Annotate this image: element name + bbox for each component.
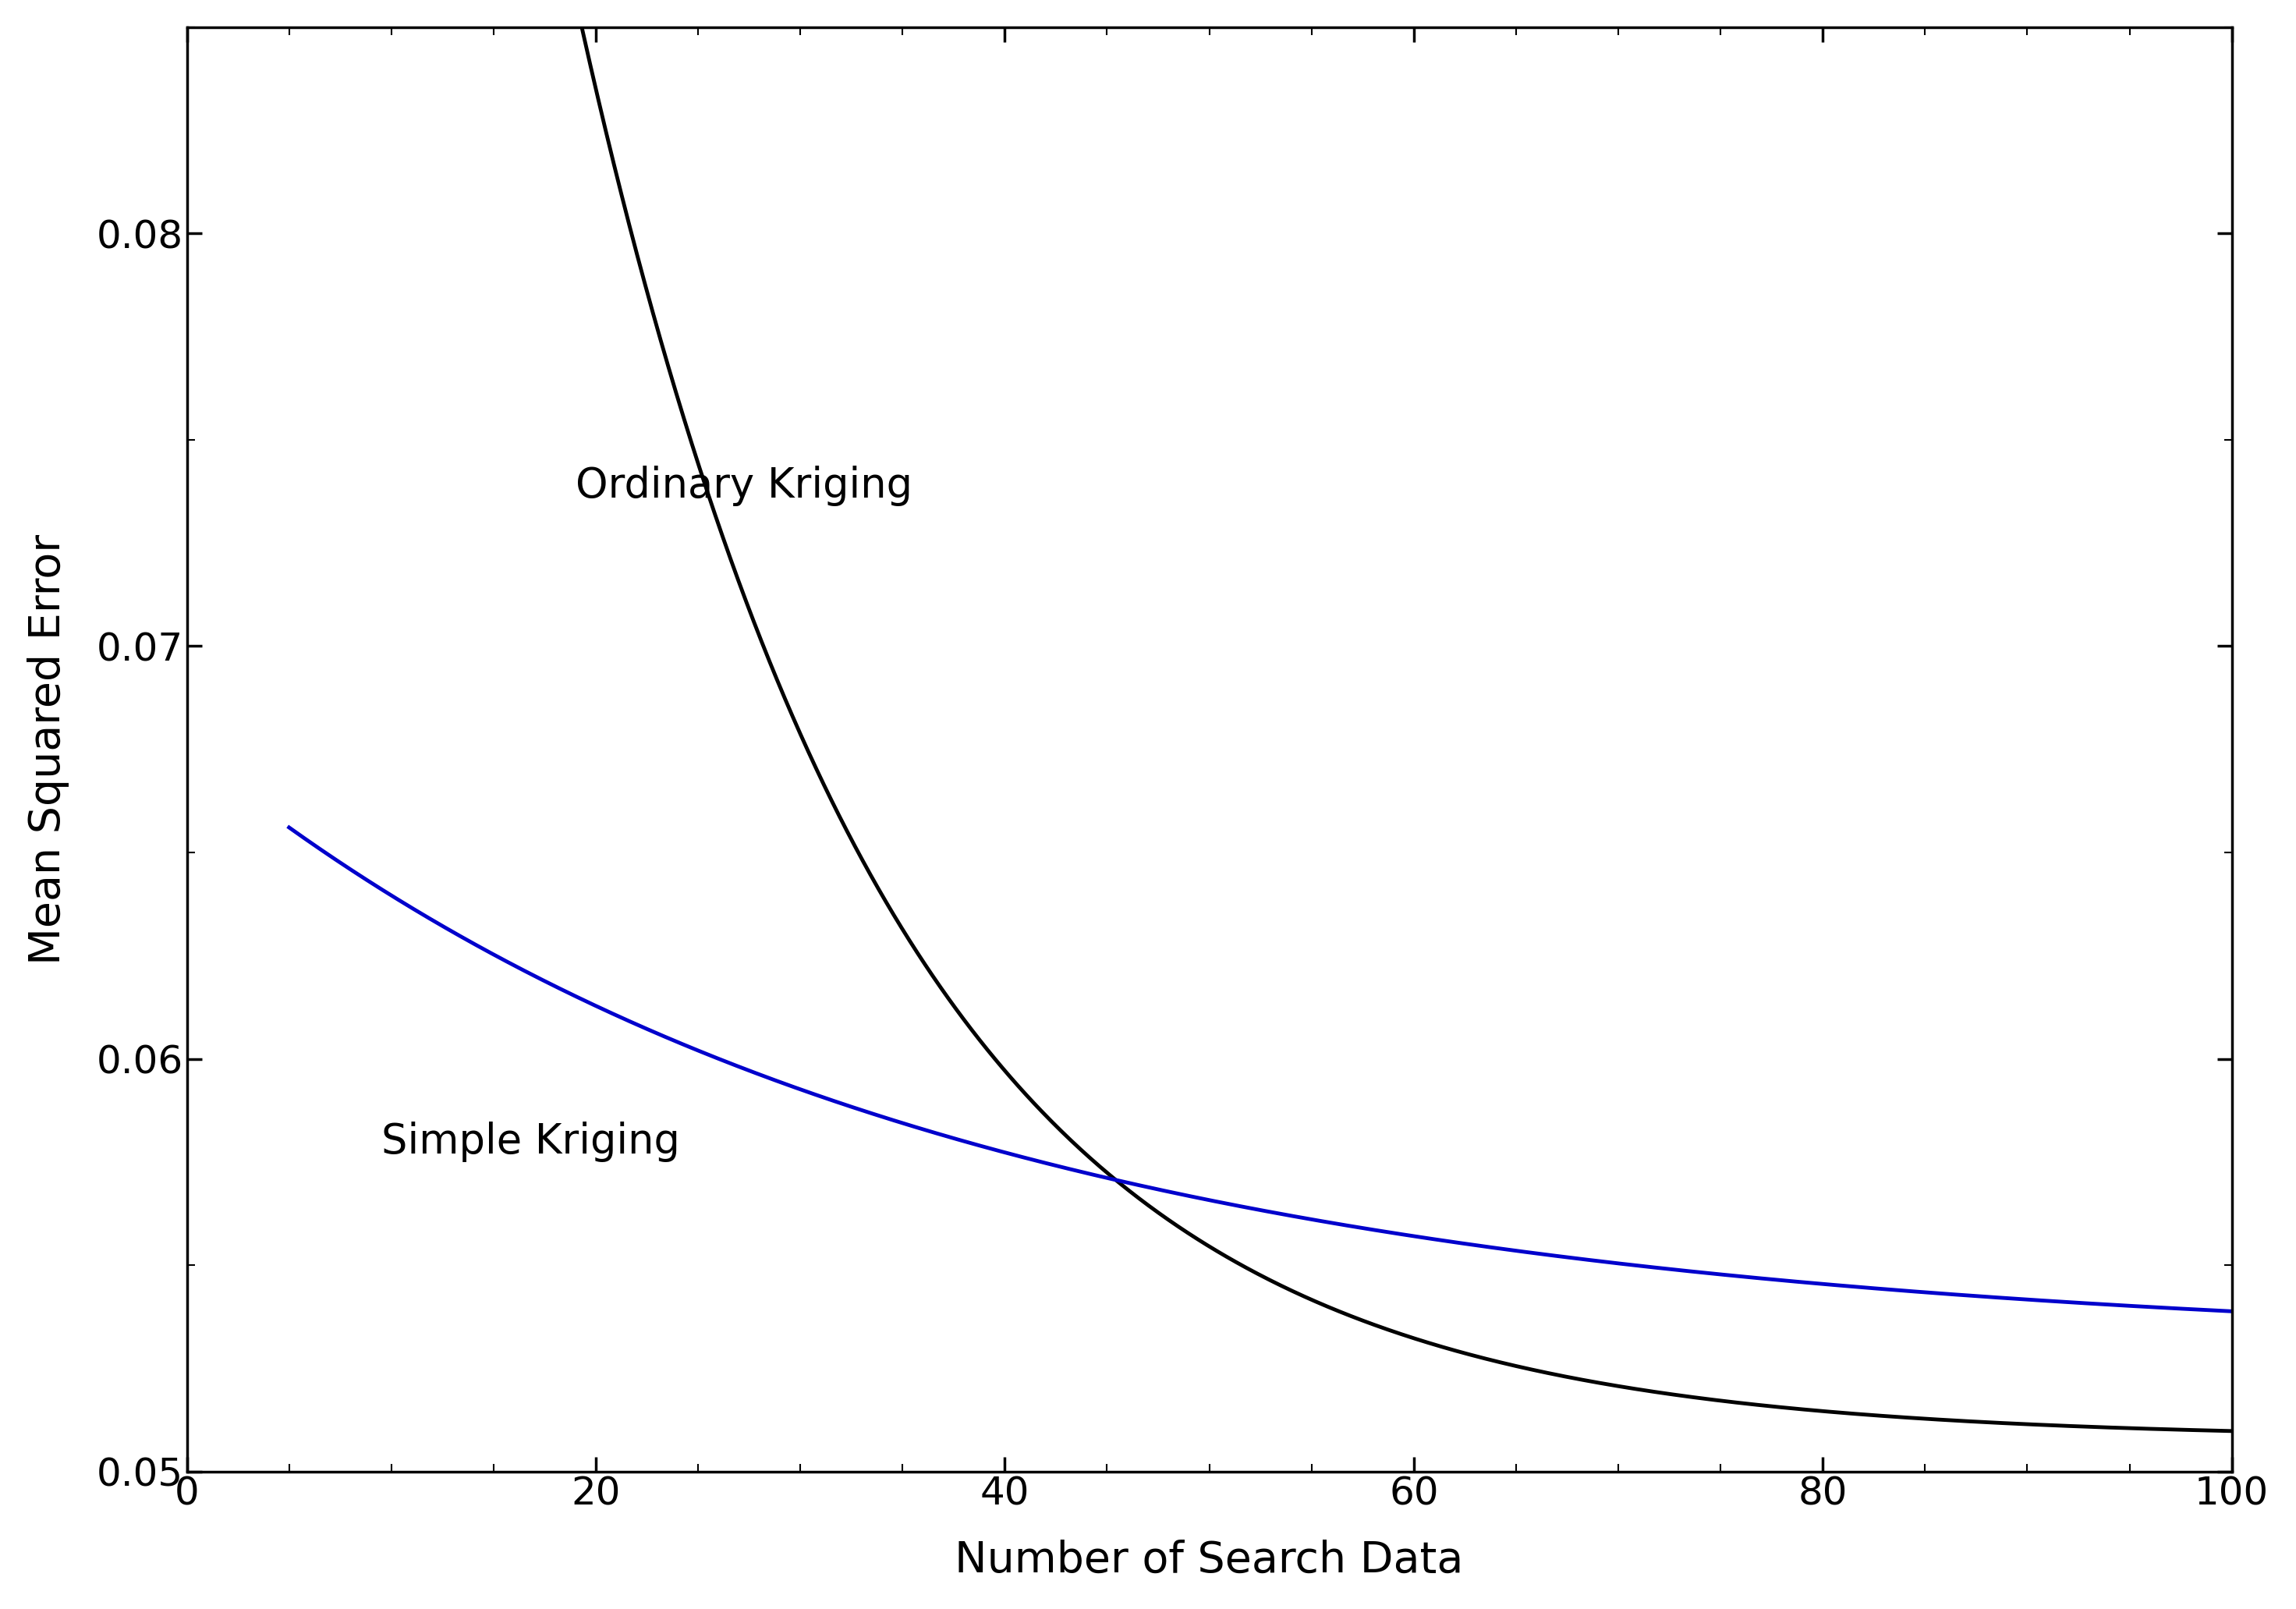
Text: Ordinary Kriging: Ordinary Kriging <box>576 465 912 507</box>
Text: Simple Kriging: Simple Kriging <box>381 1121 680 1162</box>
X-axis label: Number of Search Data: Number of Search Data <box>955 1540 1463 1582</box>
Y-axis label: Mean Squared Error: Mean Squared Error <box>28 534 69 965</box>
